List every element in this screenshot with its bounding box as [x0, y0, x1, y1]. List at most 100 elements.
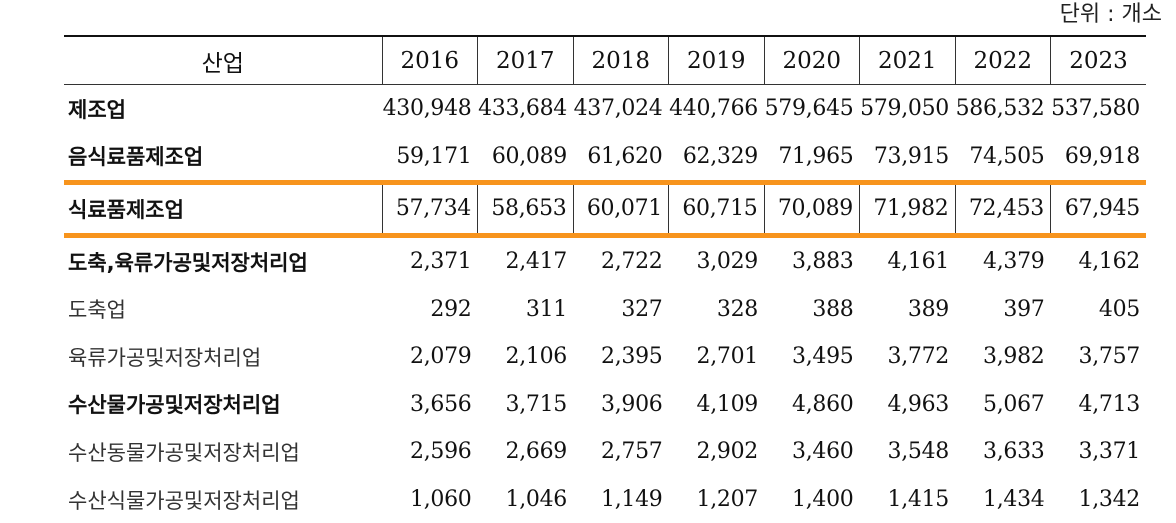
- row-value-cell: 2,902: [669, 428, 765, 476]
- row-value-cell: 2,722: [573, 235, 669, 285]
- row-value-cell: 4,713: [1051, 381, 1147, 429]
- header-year: 2020: [764, 36, 860, 85]
- row-value-cell: 59,171: [382, 133, 478, 183]
- row-value-cell: 60,089: [478, 133, 574, 183]
- row-industry-name: 도축,육류가공및저장처리업: [64, 235, 382, 285]
- row-value-cell: 3,495: [764, 333, 860, 381]
- row-value-cell: 3,772: [860, 333, 956, 381]
- row-value-cell: 327: [573, 285, 669, 333]
- row-value-cell: 4,860: [764, 381, 860, 429]
- row-value-cell: 4,963: [860, 381, 956, 429]
- header-year: 2022: [955, 36, 1051, 85]
- row-value-cell: 3,757: [1051, 333, 1147, 381]
- header-year: 2021: [860, 36, 956, 85]
- header-year: 2017: [478, 36, 574, 85]
- row-value-cell: 1,415: [860, 476, 956, 523]
- row-value-cell: 4,162: [1051, 235, 1147, 285]
- industry-count-table: 산업 2016 2017 2018 2019 2020 2021 2022 20…: [64, 35, 1146, 523]
- row-industry-name: 수산동물가공및저장처리업: [64, 428, 382, 476]
- row-value-cell: 58,653: [478, 183, 574, 236]
- header-industry: 산업: [64, 36, 382, 85]
- row-value-cell: 537,580: [1051, 85, 1147, 133]
- row-value-cell: 2,079: [382, 333, 478, 381]
- header-year: 2019: [669, 36, 765, 85]
- row-industry-name: 수산물가공및저장처리업: [64, 381, 382, 429]
- row-value-cell: 437,024: [573, 85, 669, 133]
- row-value-cell: 1,060: [382, 476, 478, 523]
- row-value-cell: 2,371: [382, 235, 478, 285]
- row-value-cell: 3,371: [1051, 428, 1147, 476]
- row-value-cell: 3,548: [860, 428, 956, 476]
- row-value-cell: 3,633: [955, 428, 1051, 476]
- row-value-cell: 3,715: [478, 381, 574, 429]
- row-value-cell: 69,918: [1051, 133, 1147, 183]
- row-value-cell: 430,948: [382, 85, 478, 133]
- unit-label: 단위 : 개소: [1060, 0, 1162, 30]
- row-value-cell: 2,395: [573, 333, 669, 381]
- row-value-cell: 579,645: [764, 85, 860, 133]
- row-value-cell: 433,684: [478, 85, 574, 133]
- row-value-cell: 586,532: [955, 85, 1051, 133]
- row-value-cell: 328: [669, 285, 765, 333]
- row-value-cell: 1,434: [955, 476, 1051, 523]
- row-value-cell: 3,460: [764, 428, 860, 476]
- row-value-cell: 1,342: [1051, 476, 1147, 523]
- row-value-cell: 1,207: [669, 476, 765, 523]
- row-value-cell: 61,620: [573, 133, 669, 183]
- row-value-cell: 70,089: [764, 183, 860, 236]
- row-value-cell: 2,596: [382, 428, 478, 476]
- row-industry-name: 도축업: [64, 285, 382, 333]
- header-year: 2018: [573, 36, 669, 85]
- row-value-cell: 1,149: [573, 476, 669, 523]
- row-value-cell: 1,400: [764, 476, 860, 523]
- row-value-cell: 397: [955, 285, 1051, 333]
- row-value-cell: 4,379: [955, 235, 1051, 285]
- row-industry-name: 제조업: [64, 85, 382, 133]
- row-value-cell: 67,945: [1051, 183, 1147, 236]
- row-industry-name: 수산식물가공및저장처리업: [64, 476, 382, 523]
- row-value-cell: 2,106: [478, 333, 574, 381]
- row-value-cell: 3,656: [382, 381, 478, 429]
- row-industry-name: 육류가공및저장처리업: [64, 333, 382, 381]
- row-value-cell: 3,883: [764, 235, 860, 285]
- row-value-cell: 405: [1051, 285, 1147, 333]
- row-value-cell: 62,329: [669, 133, 765, 183]
- row-value-cell: 3,906: [573, 381, 669, 429]
- row-value-cell: 4,109: [669, 381, 765, 429]
- table-header: 산업 2016 2017 2018 2019 2020 2021 2022 20…: [64, 36, 1146, 85]
- row-value-cell: 71,965: [764, 133, 860, 183]
- header-row: 산업 2016 2017 2018 2019 2020 2021 2022 20…: [64, 36, 1146, 85]
- row-value-cell: 3,982: [955, 333, 1051, 381]
- row-industry-name: 음식료품제조업: [64, 133, 382, 183]
- row-value-cell: 292: [382, 285, 478, 333]
- row-value-cell: 71,982: [860, 183, 956, 236]
- row-value-cell: 3,029: [669, 235, 765, 285]
- row-value-cell: 389: [860, 285, 956, 333]
- row-value-cell: 60,071: [573, 183, 669, 236]
- row-value-cell: 2,669: [478, 428, 574, 476]
- row-value-cell: 73,915: [860, 133, 956, 183]
- row-value-cell: 2,757: [573, 428, 669, 476]
- row-value-cell: 57,734: [382, 183, 478, 236]
- row-value-cell: 388: [764, 285, 860, 333]
- row-value-cell: 74,505: [955, 133, 1051, 183]
- row-value-cell: 1,046: [478, 476, 574, 523]
- row-value-cell: 72,453: [955, 183, 1051, 236]
- row-value-cell: 2,417: [478, 235, 574, 285]
- row-value-cell: 2,701: [669, 333, 765, 381]
- row-value-cell: 4,161: [860, 235, 956, 285]
- row-value-cell: 5,067: [955, 381, 1051, 429]
- header-year: 2016: [382, 36, 478, 85]
- row-industry-name: 식료품제조업: [64, 183, 382, 236]
- row-value-cell: 60,715: [669, 183, 765, 236]
- row-value-cell: 440,766: [669, 85, 765, 133]
